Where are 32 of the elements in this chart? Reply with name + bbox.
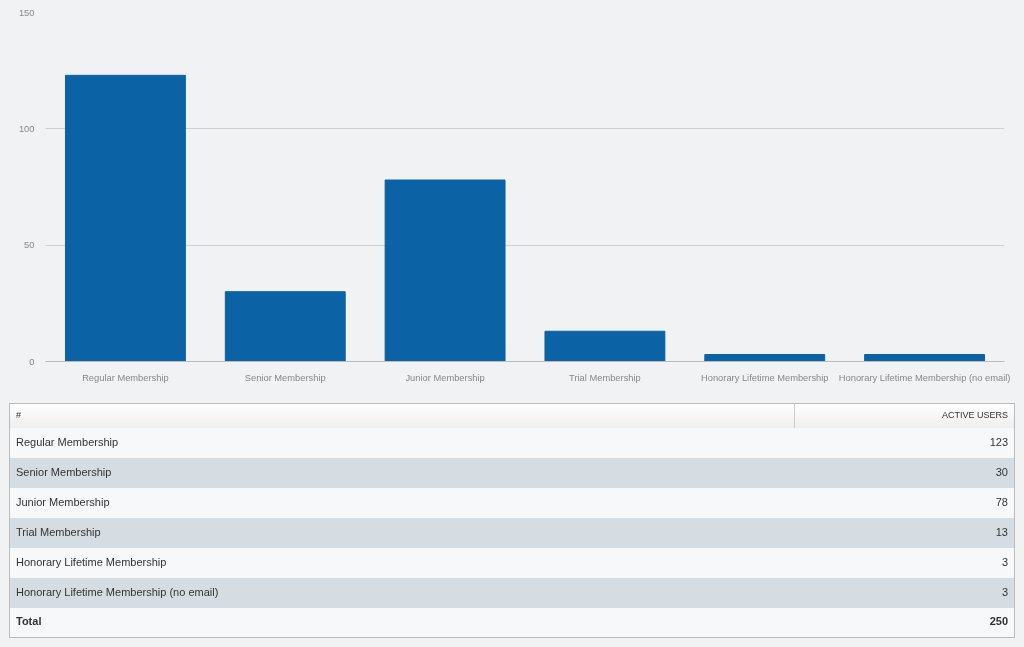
bar [224, 291, 346, 362]
x-tick-label: Trial Membership [569, 372, 641, 383]
text: ACTIVE USERS [941, 409, 1009, 423]
text: Junior Membership [15, 494, 111, 510]
bar [64, 74, 186, 362]
text: Senior Membership [15, 464, 113, 480]
x-tick-label: Honorary Lifetime Membership (no email) [838, 372, 1011, 383]
text: # [9, 403, 795, 428]
y-tick-label: 100 [18, 123, 35, 134]
bar [704, 354, 826, 362]
text: Total [15, 614, 43, 630]
text: Trial Membership [15, 524, 102, 540]
bar [864, 354, 986, 362]
text: Honorary Lifetime Membership (no email) [15, 584, 220, 600]
bar [544, 330, 666, 362]
bar [384, 179, 506, 362]
text: 30 [994, 464, 1009, 480]
x-tick-label: Junior Membership [405, 372, 485, 383]
x-tick-label: Regular Membership [82, 372, 169, 383]
text: Honorary Lifetime Membership [15, 554, 168, 570]
text: 3 [1000, 584, 1009, 600]
y-tick-label: 0 [29, 356, 35, 367]
text: 250 [988, 614, 1009, 630]
x-tick-label: Senior Membership [244, 372, 326, 383]
x-tick-label: Honorary Lifetime Membership [700, 372, 829, 383]
text: 123 [988, 434, 1009, 450]
text: 78 [994, 494, 1009, 510]
y-tick-label: 50 [24, 240, 35, 251]
text: 13 [994, 524, 1009, 540]
text: Regular Membership [15, 434, 120, 450]
y-tick-label: 150 [18, 7, 35, 18]
text: 3 [1000, 554, 1009, 570]
